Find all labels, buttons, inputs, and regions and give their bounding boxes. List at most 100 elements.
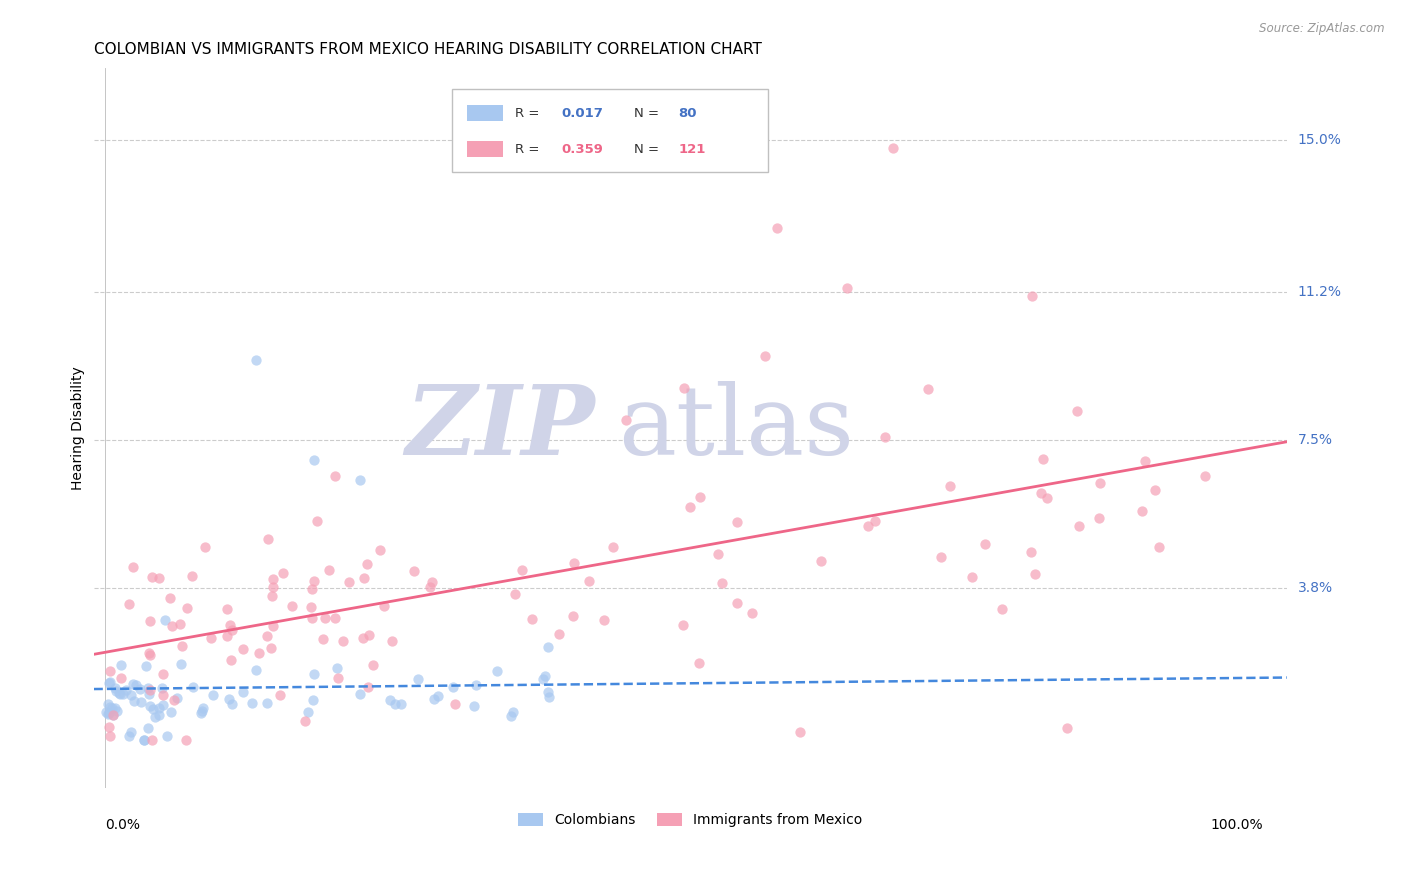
Point	[193, 540, 215, 554]
Text: 121: 121	[678, 143, 706, 155]
Point	[104, 701, 127, 715]
Point	[132, 732, 155, 747]
Point	[110, 658, 132, 673]
Point	[361, 657, 384, 672]
Point	[152, 698, 174, 713]
Point	[297, 705, 319, 719]
Point	[101, 700, 124, 714]
Point	[191, 701, 214, 715]
Point	[218, 691, 240, 706]
Point	[294, 714, 316, 728]
Point	[262, 580, 284, 594]
Point	[143, 710, 166, 724]
Point	[138, 648, 160, 662]
Point	[101, 707, 124, 722]
Text: 0.017: 0.017	[561, 106, 603, 120]
Point	[616, 413, 638, 427]
Text: 0.0%: 0.0%	[105, 818, 141, 832]
Point	[536, 685, 558, 699]
Point	[402, 564, 425, 578]
Point	[181, 569, 204, 583]
Bar	[467, 141, 503, 157]
Point	[917, 382, 939, 396]
Point	[547, 626, 569, 640]
Point	[97, 697, 120, 711]
Point	[215, 630, 238, 644]
Point	[499, 708, 522, 723]
Point	[132, 732, 155, 747]
Point	[578, 574, 600, 588]
Point	[323, 469, 346, 483]
Point	[865, 514, 887, 528]
Point	[1021, 545, 1043, 559]
Text: 0.359: 0.359	[561, 143, 603, 155]
Point	[159, 591, 181, 606]
Point	[510, 563, 533, 577]
Point	[111, 687, 134, 701]
Point	[121, 676, 143, 690]
Point	[537, 690, 560, 705]
Point	[593, 613, 616, 627]
Point	[121, 559, 143, 574]
Text: atlas: atlas	[619, 381, 855, 475]
Point	[486, 664, 509, 678]
Point	[232, 642, 254, 657]
Point	[384, 697, 406, 711]
Point	[1133, 453, 1156, 467]
Point	[256, 696, 278, 710]
Point	[152, 688, 174, 702]
Point	[232, 684, 254, 698]
Point	[381, 633, 404, 648]
Point	[301, 582, 323, 596]
Point	[326, 661, 349, 675]
Point	[359, 628, 381, 642]
Point	[602, 541, 624, 555]
Point	[725, 515, 748, 529]
Point	[1147, 540, 1170, 554]
Point	[352, 631, 374, 645]
Point	[135, 658, 157, 673]
Point	[118, 598, 141, 612]
Point	[221, 624, 243, 638]
Point	[269, 688, 291, 702]
Point	[257, 533, 280, 547]
Point	[929, 549, 952, 564]
Point	[108, 686, 131, 700]
Point	[301, 611, 323, 625]
Point	[427, 690, 450, 704]
Point	[166, 691, 188, 706]
Point	[148, 708, 170, 723]
Point	[217, 602, 239, 616]
Point	[141, 570, 163, 584]
Point	[221, 697, 243, 711]
Point	[444, 697, 467, 711]
Point	[170, 657, 193, 671]
Point	[1021, 289, 1043, 303]
Point	[155, 729, 177, 743]
Point	[679, 500, 702, 514]
Point	[138, 646, 160, 660]
Point	[129, 681, 152, 696]
Point	[110, 672, 132, 686]
Point	[1130, 504, 1153, 518]
Legend: Colombians, Immigrants from Mexico: Colombians, Immigrants from Mexico	[513, 807, 868, 833]
Point	[810, 554, 832, 568]
Point	[108, 687, 131, 701]
Point	[153, 613, 176, 627]
Point	[125, 677, 148, 691]
Point	[200, 631, 222, 645]
Point	[349, 473, 371, 487]
Point	[98, 674, 121, 689]
Point	[464, 677, 486, 691]
Point	[406, 673, 429, 687]
Point	[1194, 469, 1216, 483]
Point	[990, 602, 1012, 616]
Point	[835, 281, 858, 295]
Point	[138, 687, 160, 701]
Point	[707, 547, 730, 561]
Point	[710, 575, 733, 590]
Point	[249, 646, 271, 660]
Point	[152, 666, 174, 681]
Point	[463, 698, 485, 713]
Text: N =: N =	[634, 143, 664, 155]
